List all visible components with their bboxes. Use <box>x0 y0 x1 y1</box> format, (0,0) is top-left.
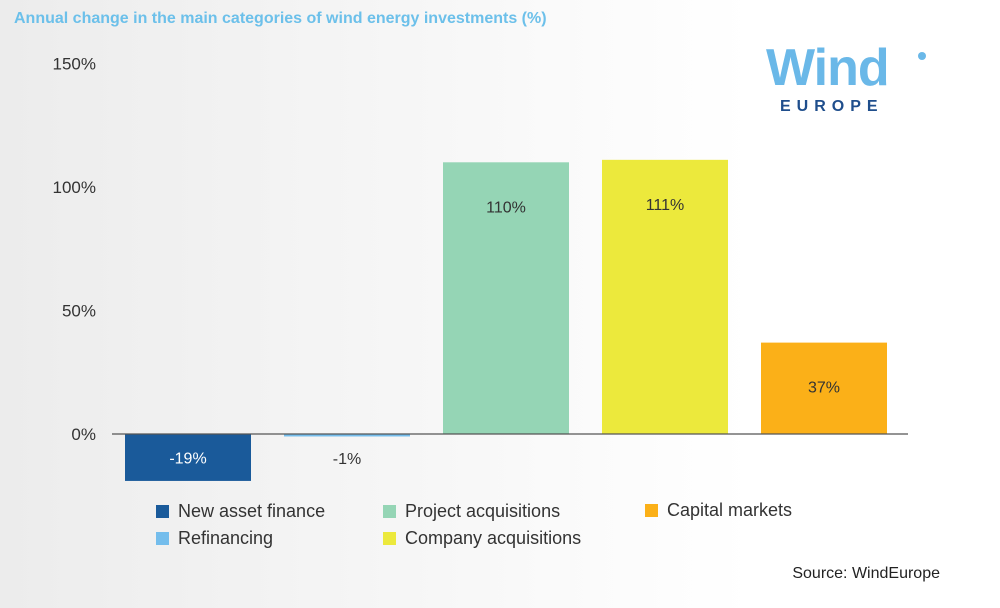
bar <box>761 342 887 434</box>
logo-wordmark: Wind <box>766 39 890 97</box>
logo-dot <box>918 52 926 60</box>
data-label: 37% <box>808 380 840 397</box>
y-tick-label: 0% <box>71 425 96 444</box>
logo-subtitle: EUROPE <box>780 98 884 115</box>
bar <box>602 159 728 434</box>
chart-title: Annual change in the main categories of … <box>14 10 547 27</box>
y-tick-label: 100% <box>53 178 96 197</box>
windeurope-logo: Wind EUROPE <box>766 42 931 122</box>
data-label: 110% <box>486 199 526 216</box>
bar <box>125 434 251 481</box>
data-label: -1% <box>333 451 361 468</box>
data-label: 111% <box>646 197 685 214</box>
source-note: Source: WindEurope <box>792 565 940 582</box>
bar <box>443 162 569 435</box>
bar <box>284 434 410 437</box>
y-tick-label: 50% <box>62 302 96 321</box>
data-label: -19% <box>169 450 206 467</box>
y-tick-label: 150% <box>53 55 96 74</box>
